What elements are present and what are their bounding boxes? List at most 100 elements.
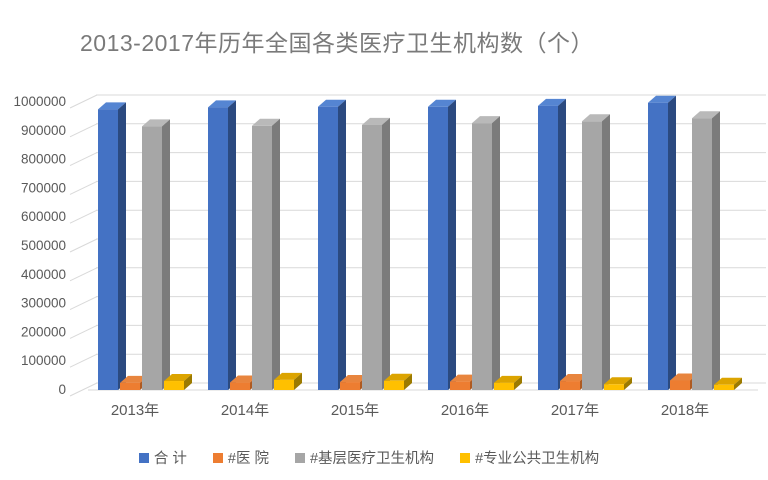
- bar-series3-2014年: [274, 379, 294, 390]
- x-axis-label: 2013年: [111, 402, 159, 419]
- bar-side-series2-2016年: [492, 116, 500, 391]
- legend-swatch-icon: [294, 452, 305, 463]
- bar-top-series1-2018年: [670, 373, 698, 381]
- y-axis-label: 1000000: [13, 94, 66, 109]
- legend-item-1: #医 院: [212, 447, 269, 468]
- bar-series3-2017年: [604, 384, 624, 390]
- bar-series3-2018年: [714, 384, 734, 390]
- bar-series1-2014年: [230, 382, 250, 390]
- bar-side-series0-2017年: [558, 98, 566, 390]
- y-axis-label: 0: [58, 382, 66, 397]
- bar-top-series3-2018年: [714, 377, 742, 385]
- y-axis-tick: [69, 382, 98, 397]
- bar-side-series0-2014年: [228, 100, 236, 390]
- legend-label: 合 计: [153, 451, 187, 467]
- bar-series1-2018年: [670, 380, 690, 390]
- bar-side-series0-2016年: [448, 99, 456, 390]
- bar-series0-2018年: [648, 102, 668, 391]
- bar-top-series3-2013年: [164, 374, 192, 382]
- bar-top-series1-2017年: [560, 374, 588, 382]
- bar-series0-2016年: [428, 106, 448, 390]
- bar-side-series3-2016年: [514, 375, 522, 390]
- bar-series0-2013年: [98, 109, 118, 390]
- bar-side-series3-2014年: [294, 372, 302, 390]
- y-axis-label: 800000: [21, 152, 66, 167]
- bar-top-series0-2017年: [538, 98, 566, 106]
- bar-series1-2017年: [560, 381, 580, 390]
- bar-top-series3-2014年: [274, 372, 302, 380]
- bar-series0-2017年: [538, 105, 558, 390]
- bar-series0-2014年: [208, 107, 228, 390]
- y-axis-tick: [69, 209, 98, 224]
- y-axis-tick: [69, 94, 98, 109]
- legend-swatch-icon: [212, 452, 223, 463]
- bar-side-series2-2018年: [712, 111, 720, 391]
- bar-top-series3-2015年: [384, 373, 412, 381]
- bar-top-series3-2016年: [494, 375, 522, 383]
- y-axis-label: 200000: [21, 324, 66, 339]
- legend-swatch-icon: [460, 452, 471, 463]
- bar-series2-2013年: [142, 126, 162, 390]
- y-axis-tick: [69, 123, 98, 138]
- legend-item-2: #基层医疗卫生机构: [294, 447, 435, 468]
- y-axis-label: 700000: [21, 180, 66, 195]
- bar-side-series3-2018年: [734, 377, 742, 390]
- bar-series1-2013年: [120, 382, 140, 390]
- y-axis-tick: [69, 353, 98, 368]
- legend-item-3: #专业公共卫生机构: [460, 447, 599, 468]
- legend-item-0: 合 计: [138, 447, 187, 468]
- bar-top-series3-2017年: [604, 377, 632, 385]
- y-axis-label: 600000: [21, 209, 66, 224]
- bar-top-series2-2018年: [692, 111, 720, 119]
- legend-swatch-icon: [138, 452, 149, 463]
- chart-title: 2013-2017年历年全国各类医疗卫生机构数（个）: [80, 30, 594, 56]
- x-axis-label: 2015年: [331, 402, 379, 419]
- bar-top-series0-2015年: [318, 99, 346, 107]
- y-axis-tick: [69, 238, 98, 253]
- x-axis-label: 2018年: [661, 402, 709, 419]
- bar-top-series2-2013年: [142, 119, 170, 127]
- bar-side-series0-2015年: [338, 99, 346, 391]
- bar-side-series3-2013年: [184, 374, 192, 390]
- y-axis-label: 900000: [21, 123, 66, 138]
- bar-series2-2016年: [472, 123, 492, 391]
- legend: 合 计 #医 院 #基层医疗卫生机构 #专业公共卫生机构: [0, 447, 738, 468]
- y-axis-label: 400000: [21, 267, 66, 282]
- bar-top-series0-2013年: [98, 102, 126, 110]
- bar-top-series0-2016年: [428, 99, 456, 107]
- bar-top-series2-2015年: [362, 117, 390, 125]
- bar-series2-2014年: [252, 125, 272, 390]
- bar-top-series0-2018年: [648, 95, 676, 103]
- bar-series2-2018年: [692, 118, 712, 391]
- x-axis-label: 2017年: [551, 402, 599, 419]
- bar-series1-2016年: [450, 381, 470, 390]
- bar-side-series3-2015年: [404, 373, 412, 390]
- legend-label: #基层医疗卫生机构: [309, 451, 435, 467]
- bar-series2-2015年: [362, 124, 382, 390]
- bar-top-series1-2014年: [230, 375, 258, 383]
- bar-series2-2017年: [582, 121, 602, 390]
- bar-side-series0-2018年: [668, 95, 676, 391]
- bar-side-series2-2013年: [162, 119, 170, 390]
- y-axis-tick: [69, 267, 98, 282]
- bar-side-series0-2013年: [118, 102, 126, 390]
- y-axis-label: 500000: [21, 238, 66, 253]
- y-axis-tick: [69, 180, 98, 195]
- bar-series3-2016年: [494, 382, 514, 390]
- y-axis-tick: [69, 324, 98, 339]
- bar-series3-2015年: [384, 380, 404, 390]
- bar-top-series1-2013年: [120, 375, 148, 383]
- bar-top-series0-2014年: [208, 100, 236, 108]
- bar-top-series2-2016年: [472, 116, 500, 124]
- bar-side-series2-2015年: [382, 117, 390, 390]
- bar-series3-2013年: [164, 381, 184, 390]
- bar-top-series1-2016年: [450, 374, 478, 382]
- bar-top-series2-2014年: [252, 118, 280, 126]
- bar-side-series3-2017年: [624, 377, 632, 390]
- y-axis-label: 100000: [21, 353, 66, 368]
- legend-label: #医 院: [227, 451, 269, 467]
- x-axis-label: 2014年: [221, 402, 269, 419]
- y-axis-tick: [69, 296, 98, 311]
